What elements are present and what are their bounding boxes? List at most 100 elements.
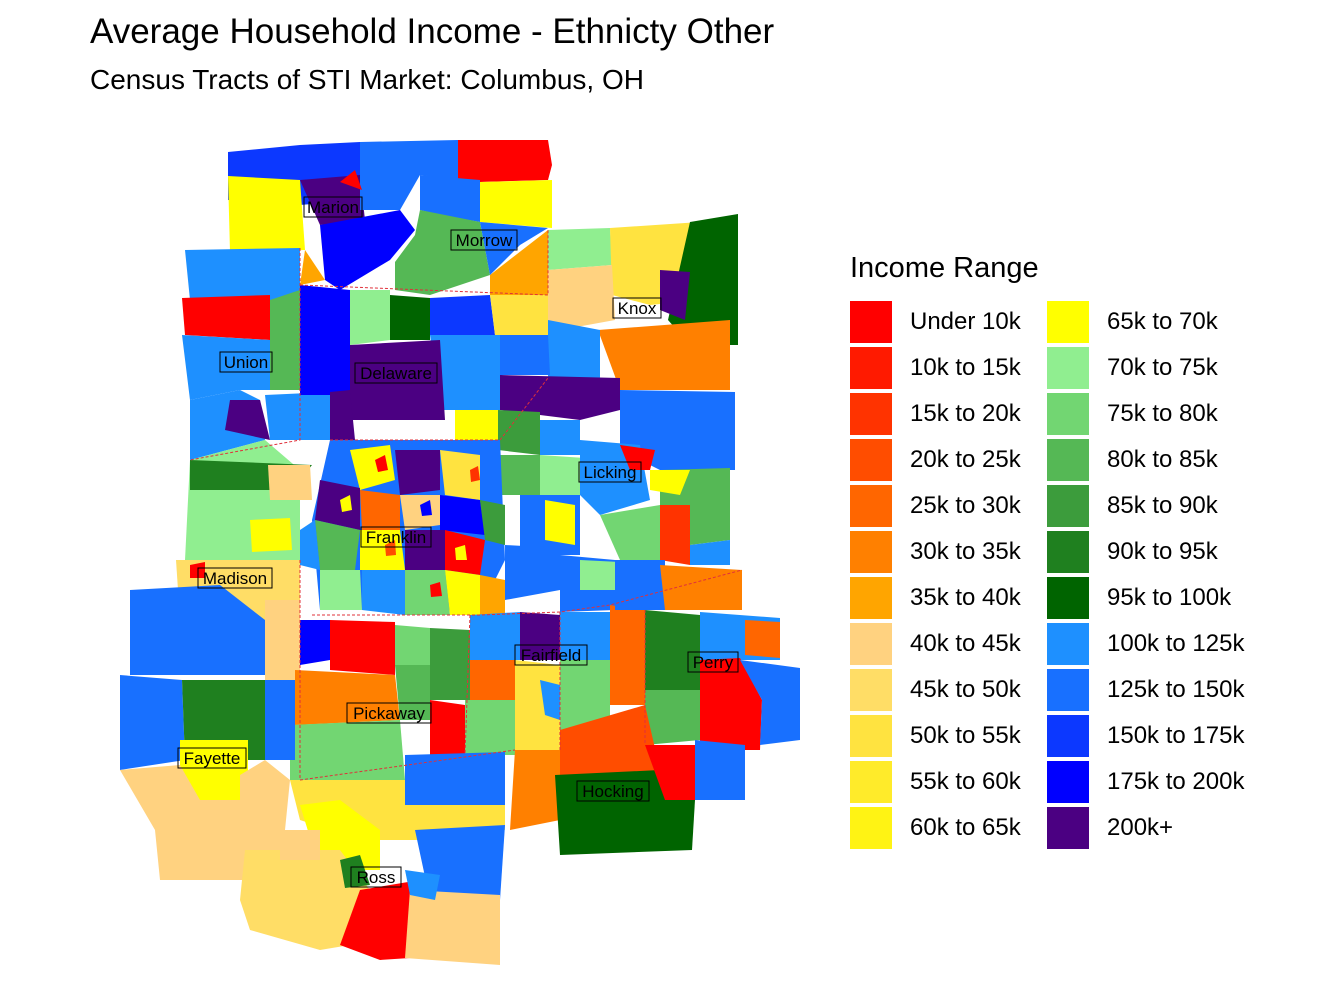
county-label: Hocking bbox=[582, 782, 643, 801]
county-label: Ross bbox=[357, 868, 396, 887]
tract bbox=[270, 290, 300, 390]
tract bbox=[430, 335, 505, 410]
tract bbox=[360, 490, 400, 530]
legend-item: 200k+ bbox=[1047, 805, 1244, 851]
tract bbox=[745, 620, 780, 658]
tract bbox=[395, 450, 440, 495]
tract bbox=[130, 585, 265, 675]
legend-item: 85k to 90k bbox=[1047, 483, 1244, 529]
county-labels: Marion Morrow Knox Union Delaware Lickin… bbox=[177, 196, 739, 888]
legend-swatch bbox=[850, 761, 892, 803]
tract bbox=[315, 480, 360, 530]
legend-item: 25k to 30k bbox=[850, 483, 1047, 529]
map-subtitle: Census Tracts of STI Market: Columbus, O… bbox=[90, 64, 644, 95]
tract bbox=[405, 870, 440, 900]
tract bbox=[180, 740, 248, 800]
tract bbox=[330, 620, 395, 675]
tract bbox=[510, 750, 560, 830]
legend-item: 40k to 45k bbox=[850, 621, 1047, 667]
legend-label: 175k to 200k bbox=[1107, 768, 1245, 795]
tract bbox=[540, 680, 560, 720]
legend-column: 65k to 70k 70k to 75k 75k to 80k 80k to … bbox=[1047, 299, 1244, 851]
legend-label: 45k to 50k bbox=[910, 676, 1021, 703]
legend-label: 60k to 65k bbox=[910, 814, 1021, 841]
tract bbox=[545, 500, 575, 545]
tract bbox=[480, 180, 552, 228]
tract bbox=[740, 660, 800, 745]
tract bbox=[280, 830, 320, 860]
tract bbox=[420, 175, 480, 222]
tract bbox=[540, 455, 585, 495]
tract bbox=[182, 295, 270, 340]
legend-swatch bbox=[1047, 485, 1089, 527]
legend-item: 90k to 95k bbox=[1047, 529, 1244, 575]
tract bbox=[600, 505, 660, 560]
legend-item: 30k to 35k bbox=[850, 529, 1047, 575]
legend-swatch bbox=[1047, 715, 1089, 757]
tract bbox=[480, 575, 505, 615]
legend-item: 70k to 75k bbox=[1047, 345, 1244, 391]
legend-swatch bbox=[850, 393, 892, 435]
county-label: Union bbox=[224, 353, 268, 372]
tract bbox=[470, 466, 480, 482]
tract bbox=[385, 540, 396, 556]
tract bbox=[182, 335, 270, 400]
tract bbox=[340, 495, 352, 512]
tract bbox=[650, 470, 690, 495]
legend-label: 20k to 25k bbox=[910, 446, 1021, 473]
tract bbox=[645, 745, 700, 800]
legend-label: Under 10k bbox=[910, 308, 1021, 335]
tract bbox=[405, 890, 500, 965]
legend-label: 85k to 90k bbox=[1107, 492, 1218, 519]
legend-item: 75k to 80k bbox=[1047, 391, 1244, 437]
tract bbox=[405, 752, 505, 805]
tract bbox=[315, 520, 360, 570]
tract bbox=[120, 675, 185, 770]
tract bbox=[300, 620, 330, 665]
legend-item: 60k to 65k bbox=[850, 805, 1047, 851]
tract bbox=[445, 570, 480, 615]
legend-label: 15k to 20k bbox=[910, 400, 1021, 427]
tract bbox=[455, 545, 467, 560]
legend-swatch bbox=[1047, 531, 1089, 573]
tract bbox=[610, 605, 645, 705]
tract bbox=[340, 170, 362, 190]
tract bbox=[395, 665, 430, 720]
tract bbox=[440, 495, 485, 535]
tract bbox=[300, 285, 350, 395]
tract bbox=[300, 250, 325, 285]
tract bbox=[598, 320, 730, 390]
tract bbox=[645, 610, 700, 690]
legend-item: 20k to 25k bbox=[850, 437, 1047, 483]
legend-column: Under 10k 10k to 15k 15k to 20k 20k to 2… bbox=[850, 299, 1047, 851]
tract bbox=[440, 450, 480, 500]
tract bbox=[490, 230, 548, 295]
legend-label: 95k to 100k bbox=[1107, 584, 1232, 611]
legend-swatch bbox=[1047, 301, 1089, 343]
tract bbox=[265, 600, 300, 680]
legend-label: 80k to 85k bbox=[1107, 446, 1218, 473]
legend-label: 150k to 175k bbox=[1107, 722, 1245, 749]
legend-swatch bbox=[850, 669, 892, 711]
legend-swatch bbox=[850, 807, 892, 849]
tract bbox=[470, 612, 520, 660]
legend-swatch bbox=[850, 347, 892, 389]
tract bbox=[430, 700, 465, 760]
tract bbox=[320, 210, 415, 290]
county-label: Marion bbox=[307, 198, 359, 217]
legend-item: 15k to 20k bbox=[850, 391, 1047, 437]
legend-label: 125k to 150k bbox=[1107, 676, 1245, 703]
legend-item: 100k to 125k bbox=[1047, 621, 1244, 667]
tract bbox=[430, 582, 442, 597]
tract bbox=[430, 628, 470, 700]
tract bbox=[400, 495, 440, 530]
tract bbox=[695, 740, 745, 800]
legend-label: 40k to 45k bbox=[910, 630, 1021, 657]
legend-swatch bbox=[850, 439, 892, 481]
legend-swatch bbox=[850, 301, 892, 343]
legend-item: 65k to 70k bbox=[1047, 299, 1244, 345]
tract bbox=[295, 670, 400, 725]
legend-label: 55k to 60k bbox=[910, 768, 1021, 795]
legend-label: 90k to 95k bbox=[1107, 538, 1218, 565]
legend-item: 80k to 85k bbox=[1047, 437, 1244, 483]
